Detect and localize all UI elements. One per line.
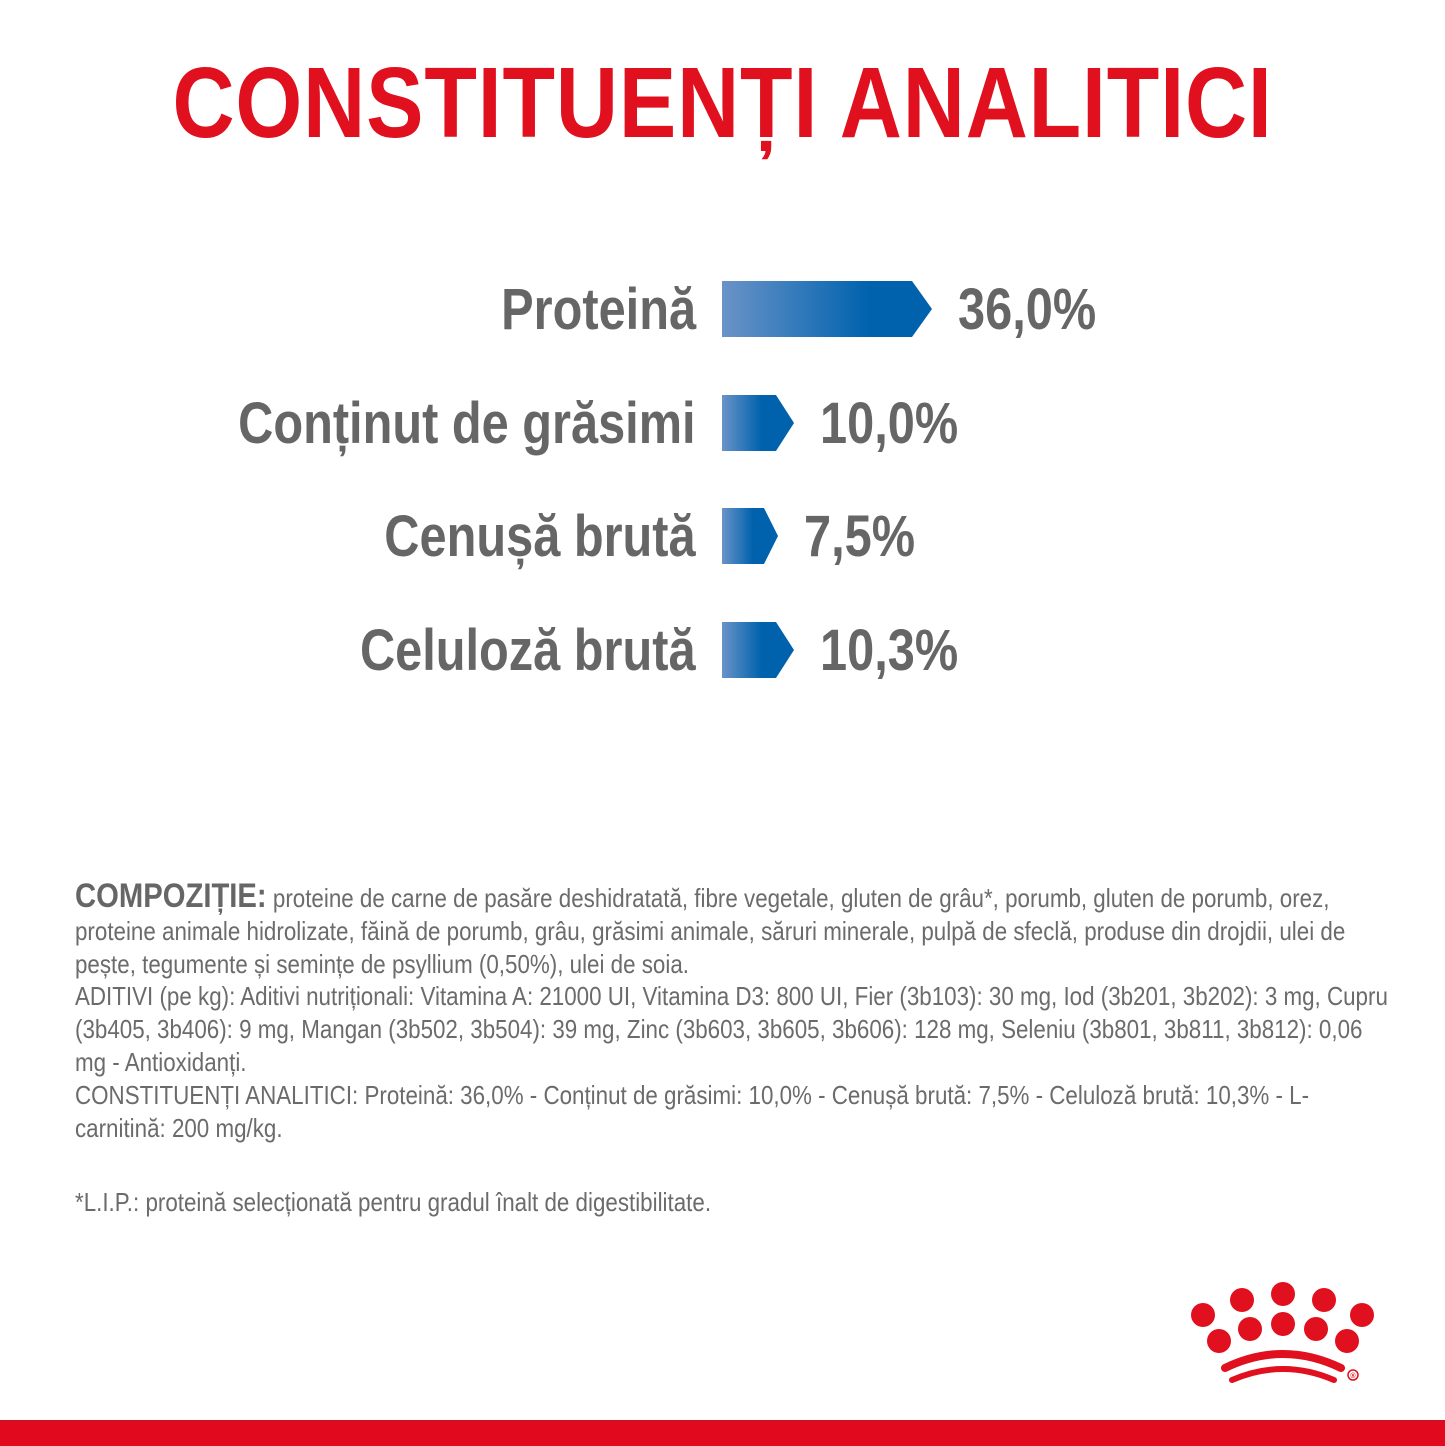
registered-mark: ®: [1350, 1372, 1356, 1380]
additives-paragraph: ADITIVI (pe kg): Aditivi nutriționali: V…: [75, 981, 1388, 1077]
page-title: CONSTITUENȚI ANALITICI: [172, 47, 1273, 159]
bar-arrow-icon: [722, 622, 794, 680]
brand-footer-band: [0, 1420, 1445, 1446]
nutrient-label: Celuloză brută: [360, 618, 696, 683]
nutrient-value: 36,0%: [958, 277, 1097, 342]
nutrient-row-ash: Cenușă brută 7,5%: [0, 504, 1445, 569]
composition-block: COMPOZIȚIE: proteine de carne de pasăre …: [75, 877, 1395, 1144]
bar-arrow-icon: [722, 281, 932, 339]
crown-logo-icon: ®: [1180, 1275, 1390, 1395]
bar-arrow-icon: [722, 395, 794, 453]
nutrient-row-fiber: Celuloză brută 10,3%: [0, 618, 1445, 683]
footnote: *L.I.P.: proteină selecționată pentru gr…: [75, 1187, 712, 1217]
bar-arrow-icon: [722, 508, 778, 566]
composition-ingredients: proteine de carne de pasăre deshidratată…: [75, 883, 1346, 979]
composition-paragraph: COMPOZIȚIE: proteine de carne de pasăre …: [75, 877, 1395, 980]
nutrient-value: 10,3%: [820, 618, 959, 683]
analytical-paragraph: CONSTITUENȚI ANALITICI: Proteină: 36,0% …: [75, 1079, 1310, 1143]
nutrient-label: Conținut de grăsimi: [238, 391, 696, 456]
nutrient-bar-chart: Proteină 36,0% Conținut de grăsimi 10,0%…: [0, 277, 1445, 683]
composition-heading: COMPOZIȚIE:: [75, 877, 267, 915]
nutrient-row-protein: Proteină 36,0%: [0, 277, 1445, 342]
nutrient-value: 10,0%: [820, 391, 959, 456]
nutrient-label: Proteină: [501, 277, 696, 342]
nutrient-value: 7,5%: [804, 504, 916, 569]
nutrient-row-fat: Conținut de grăsimi 10,0%: [0, 391, 1445, 456]
nutrient-label: Cenușă brută: [384, 504, 696, 569]
